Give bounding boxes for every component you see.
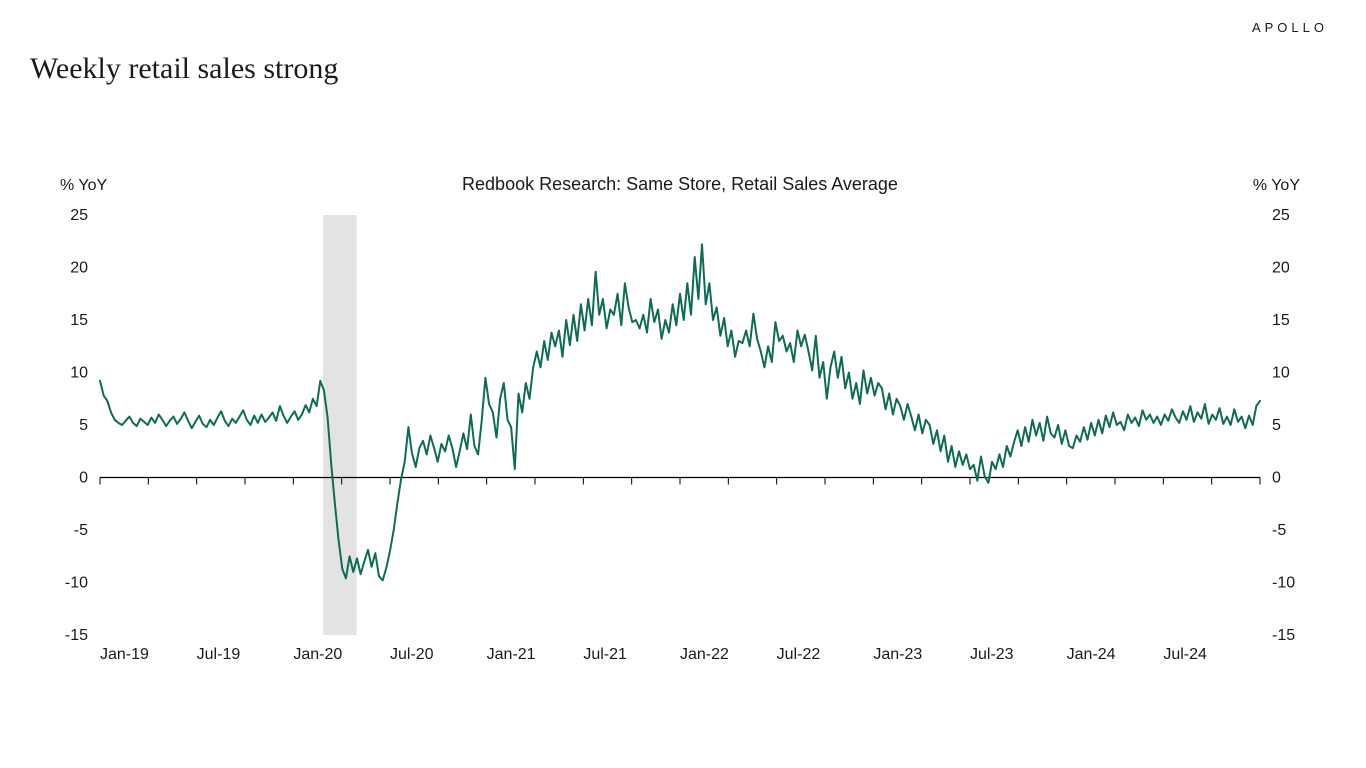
x-tick-label: Jul-23 [970, 646, 1014, 663]
y-tick-left: -10 [65, 575, 88, 592]
chart-container: Redbook Research: Same Store, Retail Sal… [30, 160, 1330, 680]
x-tick-label: Jan-20 [293, 646, 342, 663]
x-tick-label: Jan-24 [1067, 646, 1116, 663]
y-tick-left: 20 [70, 260, 88, 277]
x-tick-label: Jan-22 [680, 646, 729, 663]
y-tick-left: 10 [70, 365, 88, 382]
y-tick-right: 20 [1272, 260, 1290, 277]
x-tick-label: Jan-19 [100, 646, 149, 663]
y-tick-left: -5 [74, 522, 88, 539]
x-tick-label: Jul-21 [583, 646, 627, 663]
x-tick-label: Jul-20 [390, 646, 434, 663]
y-tick-left: 5 [79, 417, 88, 434]
y-tick-right: -5 [1272, 522, 1286, 539]
chart-subtitle: Redbook Research: Same Store, Retail Sal… [462, 174, 898, 194]
x-tick-label: Jul-19 [197, 646, 241, 663]
y-left-label: % YoY [60, 177, 107, 194]
y-right-label: % YoY [1253, 177, 1300, 194]
line-chart: Redbook Research: Same Store, Retail Sal… [30, 160, 1330, 680]
brand-logo: APOLLO [1252, 20, 1328, 35]
y-tick-left: 15 [70, 312, 88, 329]
y-tick-right: -15 [1272, 627, 1295, 644]
x-tick-label: Jul-22 [777, 646, 821, 663]
y-tick-right: 25 [1272, 207, 1290, 224]
page-root: APOLLO Weekly retail sales strong Redboo… [0, 0, 1366, 768]
y-tick-right: 5 [1272, 417, 1281, 434]
x-tick-label: Jan-23 [873, 646, 922, 663]
y-tick-right: 10 [1272, 365, 1290, 382]
y-tick-left: 0 [79, 470, 88, 487]
page-title: Weekly retail sales strong [30, 52, 338, 86]
y-tick-right: 15 [1272, 312, 1290, 329]
y-tick-left: 25 [70, 207, 88, 224]
x-tick-label: Jul-24 [1163, 646, 1207, 663]
x-tick-label: Jan-21 [487, 646, 536, 663]
y-tick-left: -15 [65, 627, 88, 644]
y-tick-right: -10 [1272, 575, 1295, 592]
y-tick-right: 0 [1272, 470, 1281, 487]
